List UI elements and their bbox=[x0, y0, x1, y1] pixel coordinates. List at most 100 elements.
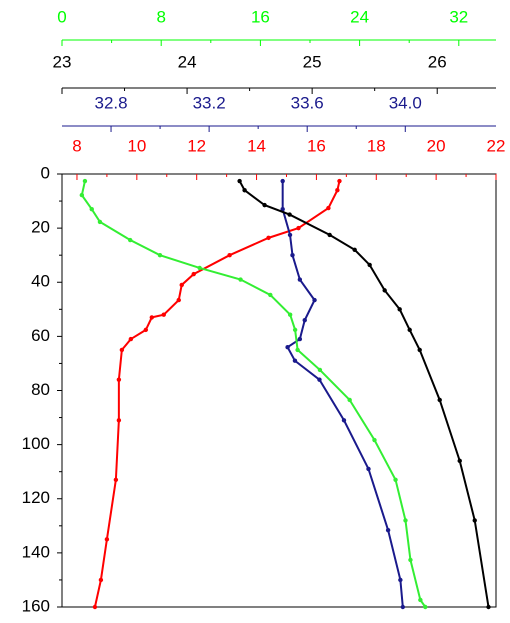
profile-point bbox=[312, 297, 317, 303]
profile-point bbox=[128, 237, 133, 243]
profile-point bbox=[287, 312, 293, 317]
profile-point bbox=[262, 202, 267, 208]
profile-point bbox=[119, 347, 125, 353]
profile-point bbox=[266, 235, 271, 241]
profile-point bbox=[486, 604, 491, 610]
x-tick-label: 24 bbox=[350, 7, 369, 26]
profile-point bbox=[287, 232, 293, 238]
y-tick-label: 60 bbox=[31, 326, 50, 345]
x-tick-label: 8 bbox=[72, 136, 81, 155]
profile-point bbox=[176, 297, 181, 303]
profile-point bbox=[161, 312, 166, 317]
profile-point bbox=[143, 327, 149, 333]
profile-point bbox=[372, 437, 377, 443]
profile-point bbox=[326, 205, 331, 211]
profile-point bbox=[367, 262, 372, 268]
profile-point bbox=[397, 307, 402, 312]
x-tick-label: 32 bbox=[449, 7, 468, 26]
profile-point bbox=[98, 577, 104, 583]
profile-point bbox=[400, 604, 406, 610]
profile-point bbox=[242, 188, 247, 193]
x-tick-label: 23 bbox=[53, 52, 72, 71]
profile-point bbox=[403, 518, 408, 523]
profile-point bbox=[337, 178, 342, 184]
y-tick-label: 80 bbox=[31, 380, 50, 399]
profile-point bbox=[302, 317, 307, 323]
y-tick-label: 140 bbox=[22, 542, 50, 561]
profile-point bbox=[179, 282, 184, 288]
x-tick-label: 10 bbox=[127, 136, 146, 155]
profile-line bbox=[281, 181, 404, 608]
profile-point bbox=[227, 252, 232, 258]
profile-point bbox=[385, 527, 391, 533]
x-tick-label: 25 bbox=[303, 52, 322, 71]
profile-line bbox=[238, 180, 490, 608]
profile-point bbox=[408, 557, 413, 563]
profile-point bbox=[393, 477, 398, 483]
profile-point bbox=[104, 537, 110, 542]
profile-point bbox=[290, 252, 295, 258]
profile-point bbox=[92, 604, 98, 610]
x-tick-label: 34.0 bbox=[389, 93, 422, 112]
profile-point bbox=[295, 347, 300, 353]
profile-point bbox=[128, 336, 134, 342]
profile-point bbox=[237, 178, 242, 184]
x-tick-label: 26 bbox=[428, 52, 447, 71]
x-tick-label: 16 bbox=[307, 136, 326, 155]
profile-point bbox=[292, 358, 298, 363]
profile-point bbox=[297, 336, 303, 342]
profile-point bbox=[327, 232, 332, 238]
profile-point bbox=[366, 466, 371, 472]
y-tick-label: 160 bbox=[22, 596, 50, 615]
profile-point bbox=[347, 397, 352, 403]
y-tick-label: 40 bbox=[31, 272, 50, 291]
profile-point bbox=[79, 192, 85, 198]
profile-line bbox=[93, 180, 341, 608]
profile-point bbox=[116, 377, 122, 382]
y-tick-label: 100 bbox=[22, 434, 50, 453]
profile-point bbox=[418, 597, 423, 603]
profile-point bbox=[97, 219, 103, 225]
profile-point bbox=[407, 327, 412, 333]
profile-line bbox=[80, 180, 427, 608]
profile-point bbox=[417, 347, 422, 353]
profile-point bbox=[280, 206, 285, 212]
profile-point bbox=[191, 271, 196, 277]
profile-point bbox=[398, 577, 403, 583]
x-tick-label: 0 bbox=[57, 7, 66, 26]
profile-point bbox=[437, 397, 442, 403]
profile-point bbox=[317, 377, 322, 382]
x-tick-label: 18 bbox=[367, 136, 386, 155]
profile-point bbox=[472, 518, 477, 523]
profile-point bbox=[285, 345, 290, 350]
profile-point bbox=[423, 604, 428, 610]
profile-point bbox=[116, 418, 122, 423]
profile-point bbox=[287, 212, 292, 217]
x-tick-label: 32.8 bbox=[94, 93, 127, 112]
profile-point bbox=[238, 277, 243, 282]
profile-point bbox=[157, 252, 163, 258]
x-tick-label: 33.2 bbox=[193, 93, 226, 112]
x-tick-label: 24 bbox=[178, 52, 197, 71]
x-tick-label: 20 bbox=[427, 136, 446, 155]
x-tick-label: 33.6 bbox=[291, 93, 324, 112]
profile-point bbox=[341, 418, 347, 423]
x-tick-label: 22 bbox=[487, 136, 506, 155]
x-tick-label: 12 bbox=[187, 136, 206, 155]
profile-point bbox=[457, 458, 462, 464]
profile-point bbox=[335, 188, 340, 193]
profile-point bbox=[82, 178, 88, 184]
x-tick-label: 14 bbox=[247, 136, 266, 155]
x-tick-label: 8 bbox=[156, 7, 165, 26]
profile-point bbox=[352, 247, 357, 252]
profile-point bbox=[317, 367, 323, 373]
profile-point bbox=[280, 178, 285, 184]
y-tick-label: 0 bbox=[41, 163, 50, 182]
profile-point bbox=[149, 315, 154, 320]
profile-point bbox=[382, 288, 387, 293]
profile-point bbox=[297, 277, 303, 282]
x-tick-label: 16 bbox=[251, 7, 270, 26]
profile-point bbox=[197, 265, 202, 271]
profile-point bbox=[296, 225, 301, 231]
